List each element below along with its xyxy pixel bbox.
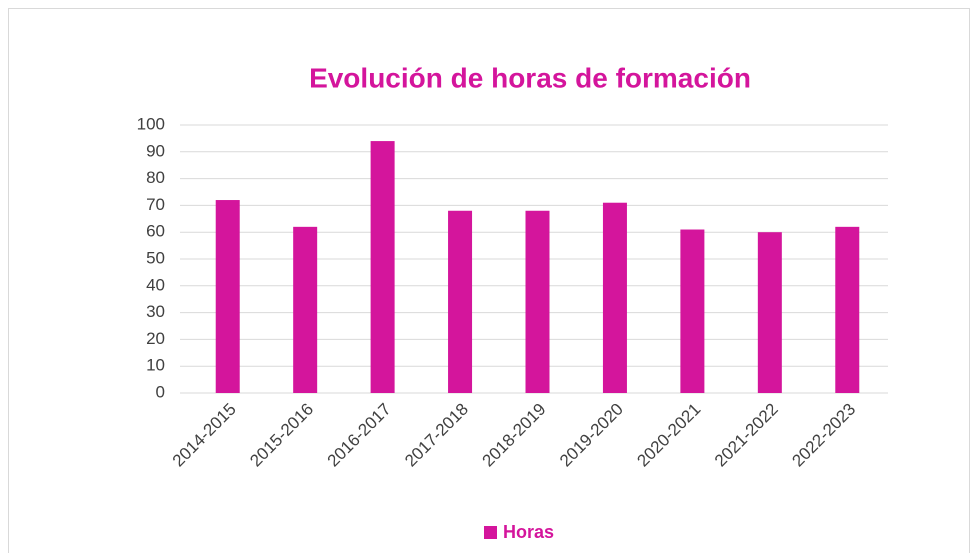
y-tick-label: 0	[156, 382, 165, 401]
y-tick-label: 100	[137, 114, 165, 133]
bar	[370, 141, 395, 393]
bar	[835, 226, 860, 393]
y-tick-label: 20	[146, 329, 165, 348]
bar	[215, 200, 240, 393]
y-tick-label: 60	[146, 222, 165, 241]
y-tick-label: 30	[146, 302, 165, 321]
legend-swatch	[484, 526, 497, 539]
bar	[757, 232, 782, 393]
y-tick-label: 90	[146, 141, 165, 160]
bar	[680, 229, 705, 393]
y-tick-label: 80	[146, 168, 165, 187]
y-tick-label: 10	[146, 356, 165, 375]
y-tick-label: 70	[146, 195, 165, 214]
y-tick-label: 40	[146, 275, 165, 294]
y-tick-label: 50	[146, 248, 165, 267]
bar	[448, 210, 473, 393]
chart-title: Evolución de horas de formación	[309, 62, 751, 93]
bar	[293, 226, 318, 393]
bar	[602, 202, 627, 393]
legend-label: Horas	[503, 522, 554, 542]
bar	[525, 210, 550, 393]
chart-border	[8, 8, 970, 553]
